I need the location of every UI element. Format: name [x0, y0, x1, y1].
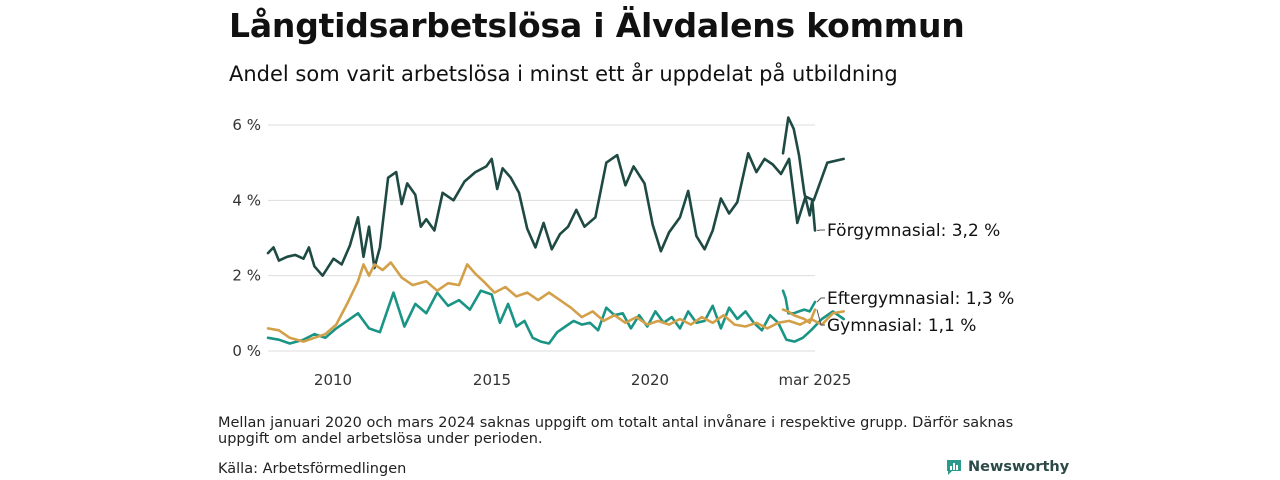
y-tick-label: 4 % — [232, 191, 261, 209]
series-line-eftergymnasial-late — [781, 289, 817, 315]
y-axis-ticks: 0 % 2 % 4 % 6 % — [232, 116, 261, 360]
x-tick-label: 2010 — [314, 371, 352, 389]
grid-lines — [268, 124, 815, 352]
brand-logo: Newsworthy — [945, 458, 1069, 476]
label-leader-förgymnasial — [816, 229, 825, 231]
chart-title: Långtidsarbetslösa i Älvdalens kommun — [229, 6, 965, 45]
y-tick-label: 0 % — [232, 342, 261, 360]
series-line-förgymnasial-late — [781, 116, 817, 232]
y-tick-label: 2 % — [232, 267, 261, 285]
series-label-gymnasial: Gymnasial: 1,1 % — [827, 316, 976, 336]
newsworthy-logo-icon — [947, 460, 961, 475]
series-label-förgymnasial: Förgymnasial: 3,2 % — [827, 221, 1000, 241]
series-line-gymnasial-early — [266, 261, 846, 343]
brand-name: Newsworthy — [968, 459, 1070, 475]
label-leader-eftergymnasial — [816, 297, 825, 303]
series-label-eftergymnasial: Eftergymnasial: 1,3 % — [827, 289, 1014, 309]
series-labels: Förgymnasial: 3,2 % Eftergymnasial: 1,3 %… — [816, 221, 1014, 336]
x-tick-label: mar 2025 — [779, 371, 852, 389]
footnote: Mellan januari 2020 och mars 2024 saknas… — [218, 415, 1014, 447]
chart-subtitle: Andel som varit arbetslösa i minst ett å… — [229, 62, 898, 86]
series-line-förgymnasial-early — [266, 152, 846, 278]
line-chart: 0 % 2 % 4 % 6 % 2010 2015 2020 mar 2025 Förgym… — [232, 116, 1014, 389]
series-lines — [266, 116, 846, 345]
series-line-eftergymnasial-early — [266, 289, 846, 345]
y-tick-label: 6 % — [232, 116, 261, 134]
x-axis-ticks: 2010 2015 2020 mar 2025 — [314, 371, 852, 389]
series-line-gymnasial-late — [781, 308, 817, 325]
source-note: Källa: Arbetsförmedlingen — [218, 461, 407, 477]
x-tick-label: 2020 — [631, 371, 669, 389]
label-leader-gymnasial — [816, 309, 825, 326]
x-tick-label: 2015 — [473, 371, 511, 389]
